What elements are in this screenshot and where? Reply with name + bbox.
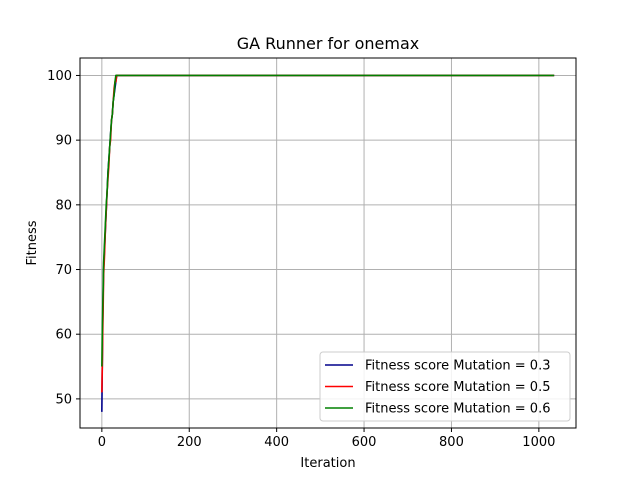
y-tick-label: 90 — [55, 134, 72, 149]
x-tick-label: 400 — [264, 435, 289, 450]
x-tick-label: 1000 — [522, 435, 555, 450]
y-tick-label: 100 — [47, 69, 72, 84]
y-tick-label: 60 — [55, 328, 72, 343]
legend-box — [319, 351, 571, 422]
plot-frame — [79, 57, 577, 429]
x-tick-label: 800 — [439, 435, 464, 450]
axis-ticks: 0 200 400 600 800 1000 50 60 70 80 90 100 — [47, 69, 555, 450]
x-tick-label: 200 — [177, 435, 202, 450]
legend: Fitness score Mutation = 0.3 Fitness scor… — [319, 351, 571, 422]
y-axis-label: Fitness — [25, 220, 40, 265]
series-line-3 — [101, 74, 555, 367]
x-tick-label: 600 — [352, 435, 377, 450]
series-lines — [101, 74, 555, 412]
legend-label: Fitness score Mutation = 0.3 — [365, 359, 550, 374]
x-tick-label: 0 — [98, 435, 106, 450]
x-axis-label: Iteration — [300, 456, 355, 471]
y-tick-label: 70 — [55, 263, 72, 278]
legend-label: Fitness score Mutation = 0.6 — [365, 402, 550, 417]
grid — [80, 58, 576, 428]
y-tick-label: 80 — [55, 198, 72, 213]
legend-label: Fitness score Mutation = 0.5 — [365, 380, 550, 395]
y-tick-label: 50 — [55, 392, 72, 407]
chart-title: GA Runner for onemax — [237, 34, 419, 53]
